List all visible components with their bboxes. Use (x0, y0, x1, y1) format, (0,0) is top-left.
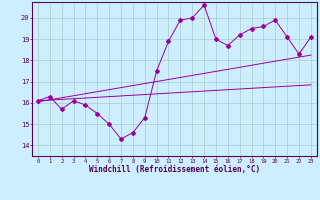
X-axis label: Windchill (Refroidissement éolien,°C): Windchill (Refroidissement éolien,°C) (89, 165, 260, 174)
